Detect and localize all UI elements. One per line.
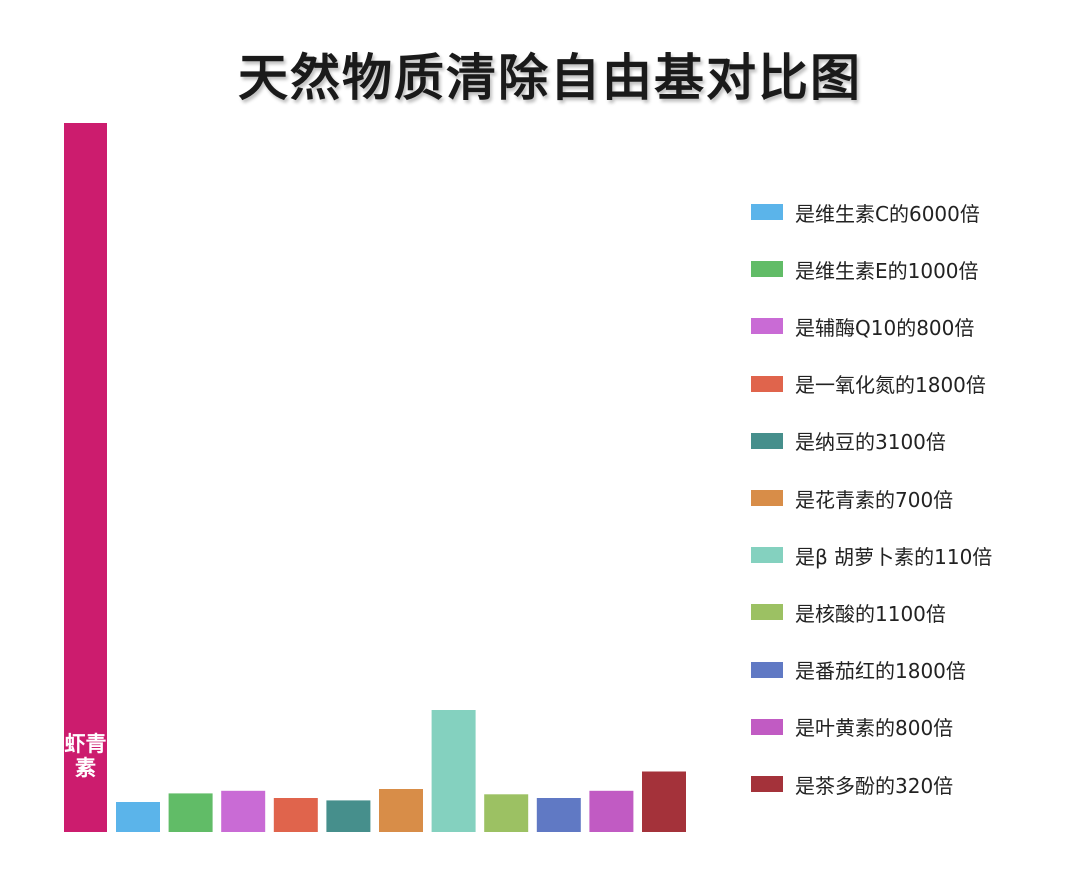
legend-item: 是叶黄素的800倍 — [751, 711, 953, 743]
legend-item: 是核酸的1100倍 — [751, 596, 946, 628]
legend-swatch — [751, 661, 783, 678]
legend-swatch — [751, 432, 783, 449]
bar-primary — [64, 123, 107, 832]
legend-label: 是茶多酚的320倍 — [795, 773, 954, 798]
legend-item: 是维生素C的6000倍 — [751, 196, 980, 228]
bar-5 — [379, 789, 423, 832]
bar-8 — [536, 798, 581, 832]
legend-label: 是维生素E的1000倍 — [795, 258, 979, 283]
legend-swatch — [751, 547, 783, 564]
bar-4 — [326, 800, 371, 832]
legend-item: 是花青素的700倍 — [751, 482, 953, 514]
legend-item: 是维生素E的1000倍 — [751, 253, 979, 285]
legend-label: 是一氧化氮的1800倍 — [795, 373, 986, 398]
bar-7 — [484, 794, 529, 832]
bar-3 — [273, 798, 318, 832]
bar-2 — [221, 790, 266, 832]
legend-swatch — [751, 261, 783, 278]
legend-label: 是花青素的700倍 — [795, 487, 954, 512]
bar-10 — [642, 771, 686, 832]
legend-item: 是β 胡萝卜素的110倍 — [751, 539, 992, 571]
legend-label: 是辅酶Q10的800倍 — [795, 315, 975, 340]
legend-swatch — [751, 776, 783, 792]
legend-label: 是核酸的1100倍 — [795, 601, 946, 626]
legend-item: 是茶多酚的320倍 — [751, 768, 953, 800]
bar-0 — [116, 802, 160, 832]
legend-item: 是番茄红的1800倍 — [751, 654, 966, 686]
chart-title: 天然物质清除自由基对比图 — [238, 49, 862, 107]
legend-swatch — [751, 718, 783, 735]
legend-label: 是β 胡萝卜素的110倍 — [795, 544, 993, 569]
legend-label: 是维生素C的6000倍 — [795, 201, 980, 226]
legend-item: 是一氧化氮的1800倍 — [751, 368, 986, 400]
legend-item: 是辅酶Q10的800倍 — [751, 310, 974, 342]
bar-6 — [431, 710, 476, 832]
legend-swatch — [751, 318, 783, 335]
legend-swatch — [751, 604, 783, 621]
legend-swatch — [751, 375, 783, 392]
legend-label: 是叶黄素的800倍 — [795, 716, 954, 741]
legend-label: 是纳豆的3100倍 — [795, 430, 946, 455]
bar-9 — [589, 790, 634, 832]
bar-1 — [168, 793, 213, 832]
legend-swatch — [751, 490, 783, 506]
legend-label: 是番茄红的1800倍 — [795, 659, 966, 684]
legend-item: 是纳豆的3100倍 — [751, 425, 946, 457]
primary-bar-label: 虾青素 — [64, 732, 107, 780]
legend-swatch — [751, 204, 783, 220]
